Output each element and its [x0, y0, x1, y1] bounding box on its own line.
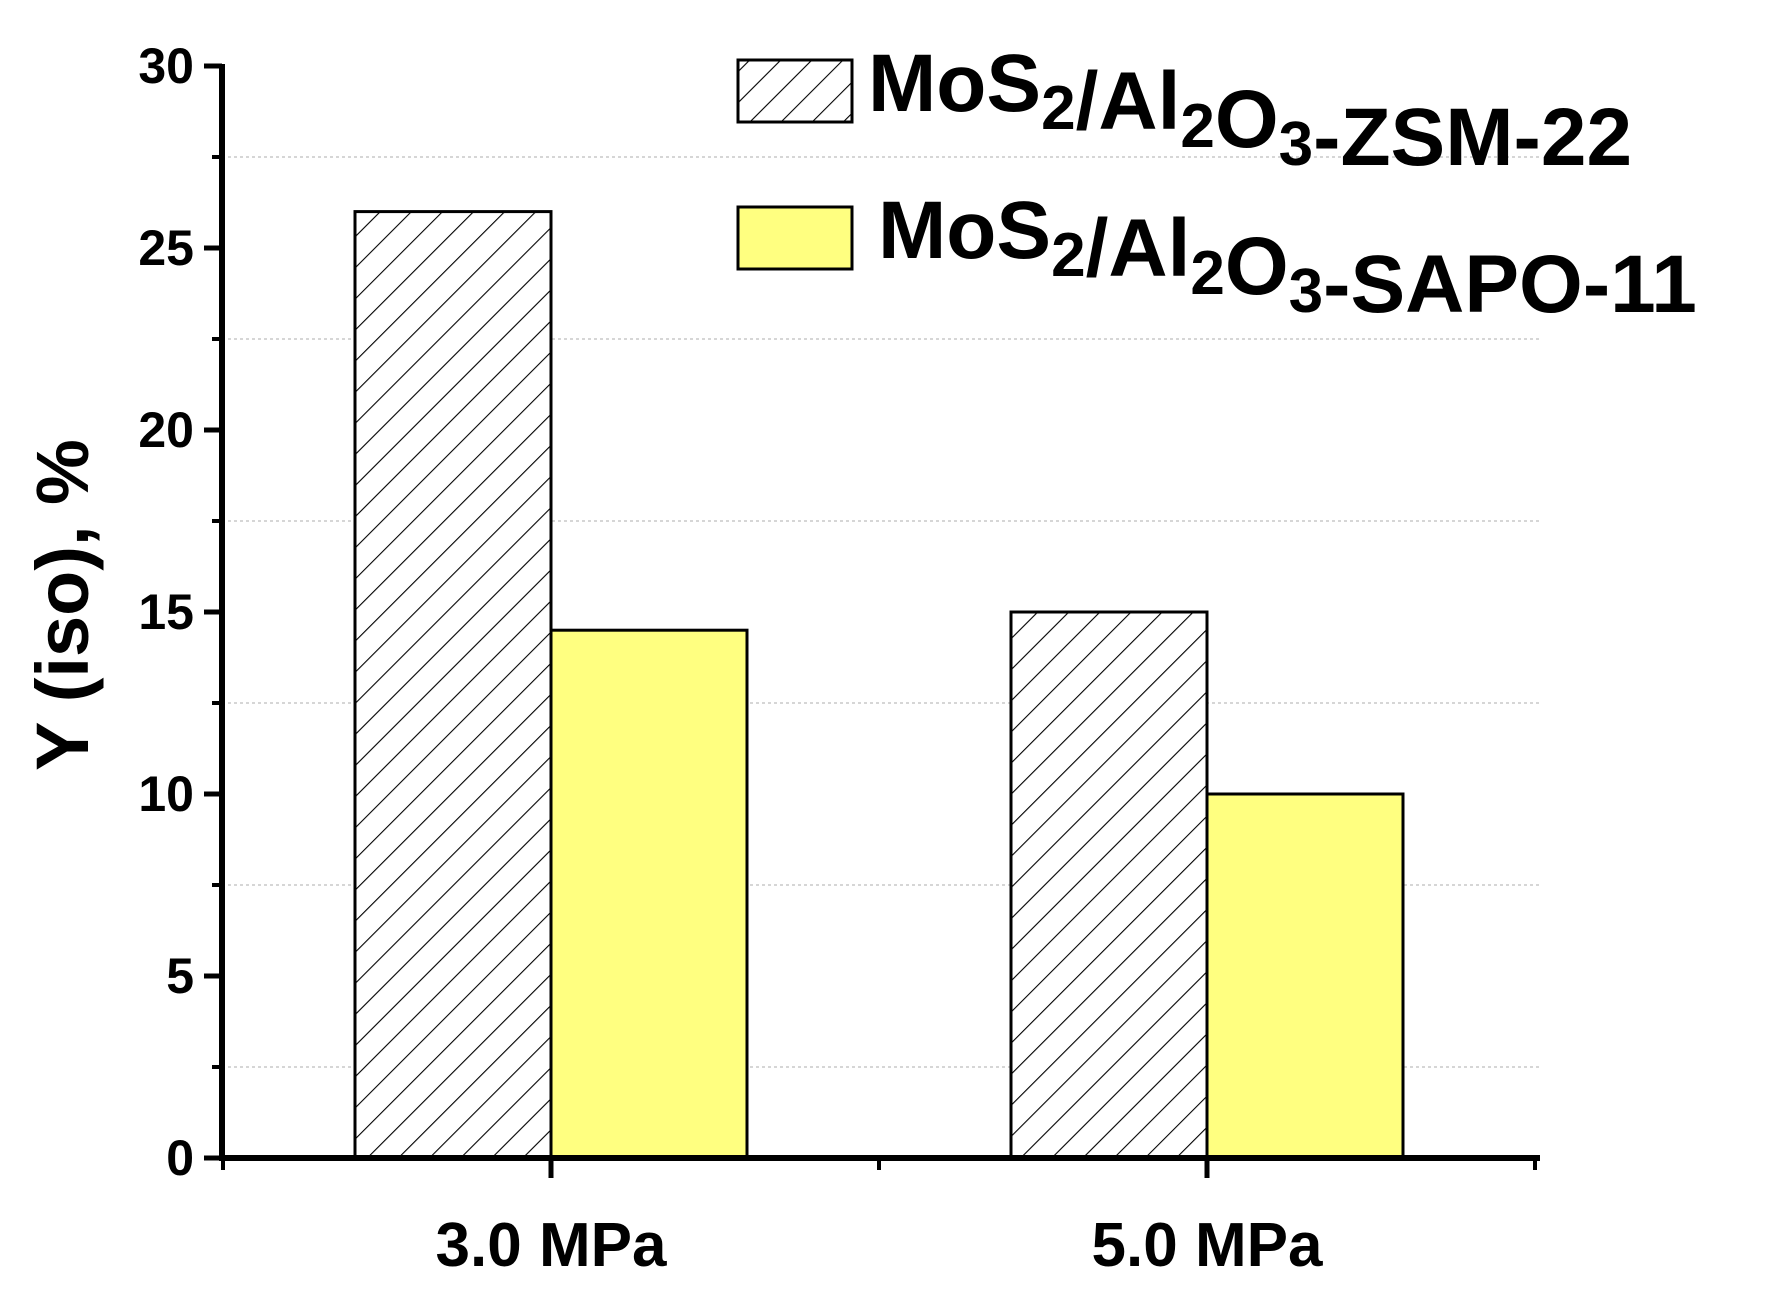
- y-axis-title: Y (iso), %: [21, 439, 104, 771]
- bar-zsm22-2: [1009, 610, 1209, 1160]
- y-tick-label: 30: [138, 38, 194, 94]
- y-tick-label: 5: [166, 948, 194, 1004]
- bar-sapo11-1: [549, 628, 749, 1160]
- y-tick-label: 15: [138, 584, 194, 640]
- legend-label-2: MoS2/Al2O3-SAPO-11: [878, 185, 1697, 330]
- y-tick-label: 10: [138, 766, 194, 822]
- y-tick-label: 0: [166, 1130, 194, 1186]
- y-tick-label: 25: [138, 220, 194, 276]
- legend-swatch-2: [736, 205, 854, 271]
- bar-zsm22-1: [353, 210, 553, 1160]
- x-category-label: 3.0 MPa: [436, 1211, 667, 1280]
- y-tick-label: 20: [138, 402, 194, 458]
- bars: [353, 210, 1405, 1160]
- tick-labels: 0 5 10 15 20 25 30 3.0 MPa 5.0 MPa Y (iso), %: [21, 38, 1323, 1280]
- legend-label-1: MoS2/Al2O3-ZSM-22: [868, 38, 1632, 183]
- axes: [204, 63, 1540, 1178]
- x-category-label: 5.0 MPa: [1092, 1211, 1323, 1280]
- bar-sapo11-2: [1205, 792, 1405, 1160]
- legend-swatch-1: [736, 58, 854, 124]
